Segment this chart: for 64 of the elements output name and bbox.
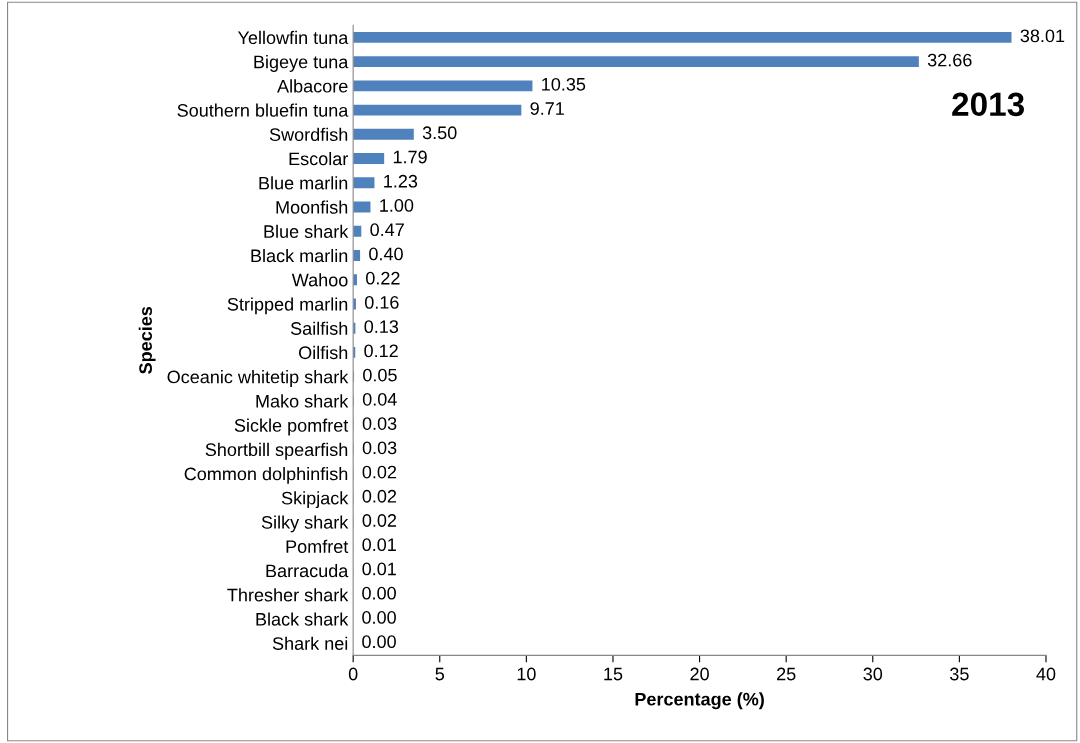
data-label: 10.35	[542, 77, 586, 91]
data-label: 0.01	[362, 562, 396, 576]
y-tick-label: Sickle pomfret	[234, 418, 349, 436]
y-tick-label: Sailfish	[290, 321, 348, 335]
data-label: 1.79	[393, 150, 427, 164]
data-label: 0.03	[362, 417, 397, 430]
y-tick-label: Black shark	[256, 612, 349, 626]
x-tick-label: 10	[517, 667, 536, 681]
data-label: 38.01	[1020, 29, 1065, 43]
data-label: 0.02	[362, 514, 397, 527]
y-tick-label: Mako shark	[256, 394, 349, 408]
y-tick-label: Skipjack	[281, 491, 349, 509]
y-tick-label: Shortbill spearfish	[205, 442, 348, 460]
x-axis-title: Percentage (%)	[635, 692, 764, 710]
y-tick-label: Barracuda	[266, 563, 349, 578]
data-label: 0.40	[369, 247, 403, 261]
data-label: 0.00	[362, 635, 396, 649]
y-tick-label: Wahoo	[291, 273, 348, 287]
y-tick-label: Black marlin	[251, 248, 348, 263]
data-label: 0.05	[363, 368, 397, 382]
data-label: 0.00	[362, 586, 396, 600]
y-tick-label: Shark nei	[272, 636, 348, 650]
data-label: 0.04	[362, 392, 397, 406]
data-label: 0.13	[364, 320, 399, 334]
data-label: 0.22	[366, 271, 400, 285]
data-label: 3.50	[422, 126, 457, 140]
y-tick-label: Blue marlin	[259, 176, 348, 190]
y-tick-label: Thresher shark	[227, 588, 349, 602]
y-tick-label: Silky shark	[261, 515, 349, 533]
y-tick-label: Common dolphinfish	[184, 467, 348, 484]
data-label: 32.66	[927, 53, 972, 67]
y-tick-label: Pomfret	[286, 539, 349, 553]
y-tick-label: Oceanic whitetip shark	[167, 370, 349, 387]
data-label: 0.02	[362, 489, 397, 503]
y-tick-label: Southern bluefin tuna	[177, 103, 349, 117]
y-tick-label: Albacore	[277, 79, 348, 93]
x-tick-label: 20	[690, 667, 709, 681]
y-tick-label: Yellowfin tuna	[237, 30, 349, 45]
x-tick-label: 35	[950, 667, 969, 681]
annotation: 2013	[952, 92, 1024, 117]
data-label: 0.12	[364, 344, 398, 358]
data-label: 9.71	[530, 102, 564, 115]
y-tick-label: Bigeye tuna	[254, 55, 349, 72]
x-tick-label: 25	[777, 667, 796, 681]
y-tick-label: Oilfish	[298, 345, 348, 360]
y-axis-title: Species	[138, 306, 156, 374]
y-tick-label: Stripped marlin	[227, 297, 348, 315]
x-tick-label: 40	[1036, 667, 1056, 681]
x-tick-label: 15	[604, 667, 623, 681]
y-tick-label: Escolar	[289, 152, 348, 166]
data-label: 0.16	[364, 296, 399, 309]
data-label: 0.47	[370, 223, 404, 237]
data-label: 0.00	[362, 611, 396, 624]
y-tick-label: Moonfish	[276, 200, 348, 214]
x-tick-label: 30	[863, 667, 883, 681]
data-label: 0.02	[362, 465, 397, 479]
data-label: 1.00	[380, 199, 414, 212]
x-tick-label: 0	[348, 667, 358, 681]
y-tick-label: Blue shark	[264, 224, 349, 238]
data-label: 1.23	[384, 174, 418, 188]
y-tick-label: Swordfish	[269, 127, 348, 142]
x-tick-label: 5	[435, 667, 445, 681]
data-label: 0.03	[362, 441, 397, 455]
data-label: 0.01	[362, 538, 396, 552]
